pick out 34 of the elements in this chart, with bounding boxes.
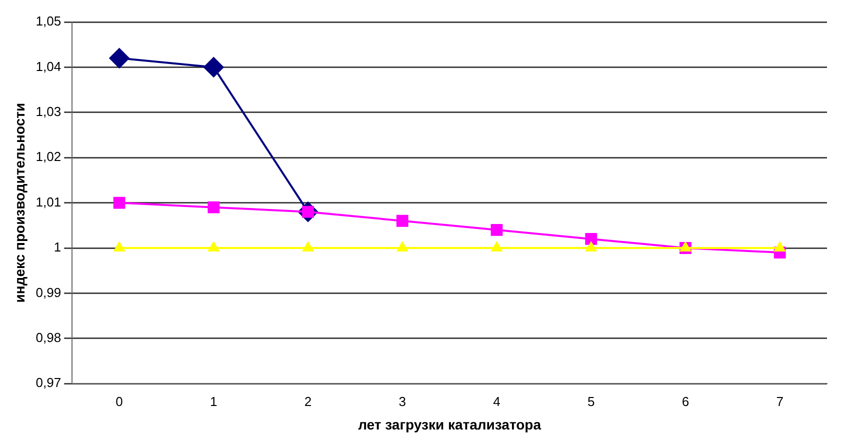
- y-tick-label: 0,97: [36, 375, 62, 390]
- point: [208, 242, 219, 252]
- y-tick-label: 1,05: [36, 14, 62, 29]
- y-tick-label: 0,98: [36, 330, 62, 345]
- x-tick-label: 1: [210, 394, 218, 409]
- point: [204, 57, 224, 78]
- point: [680, 242, 691, 252]
- point: [302, 242, 314, 252]
- point: [396, 214, 408, 227]
- x-tick-label: 3: [398, 394, 406, 409]
- x-tick-label: 6: [682, 394, 690, 409]
- point: [208, 201, 220, 214]
- y-axis-title: индекс производительности: [11, 102, 28, 303]
- x-axis-title: лет загрузки катализатора: [358, 416, 542, 432]
- x-tick-label: 0: [116, 394, 123, 409]
- x-tick-label: 5: [587, 394, 595, 409]
- point: [585, 233, 598, 245]
- y-tick-label: 0,99: [36, 284, 62, 300]
- point: [114, 242, 125, 252]
- y-tick-label: 1,02: [36, 149, 62, 164]
- y-tick-label: 1,03: [36, 104, 62, 119]
- y-tick-label: 1,01: [36, 194, 62, 210]
- x-tick-label: 7: [776, 394, 784, 409]
- point: [109, 48, 130, 68]
- x-tick-label: 4: [493, 394, 500, 409]
- y-tick-label: 1: [54, 240, 62, 255]
- point: [491, 242, 502, 252]
- point: [397, 242, 408, 252]
- x-tick-label: 2: [304, 394, 312, 409]
- point: [586, 242, 596, 252]
- point: [490, 224, 503, 236]
- point: [113, 196, 126, 209]
- y-tick-label: 1,04: [36, 58, 62, 74]
- point: [774, 242, 786, 252]
